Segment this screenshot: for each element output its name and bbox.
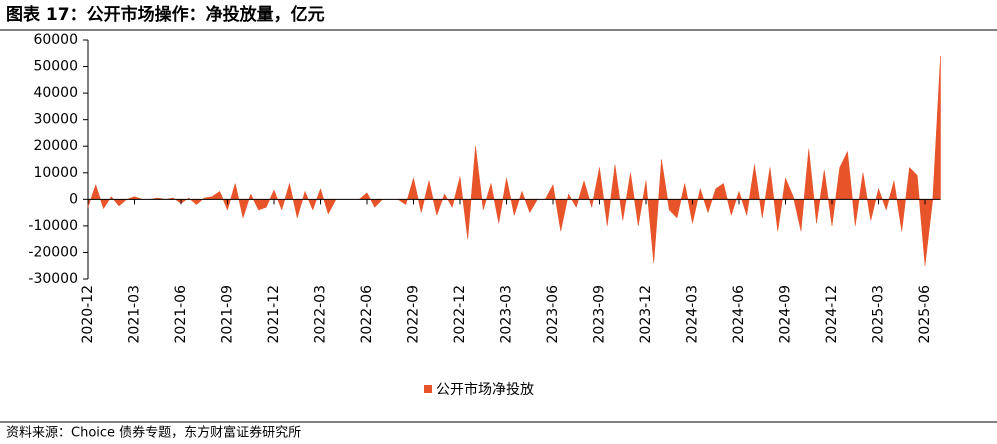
x-tick-label: 2020-12	[80, 285, 96, 344]
x-tick-label: 2024-12	[824, 285, 840, 344]
x-tick-label: 2022-03	[313, 285, 329, 344]
x-tick-label: 2023-06	[545, 285, 561, 344]
y-tick-label: -20000	[28, 244, 78, 260]
x-tick-label: 2025-06	[917, 285, 933, 344]
x-tick-label: 2021-09	[220, 285, 236, 344]
x-tick-label: 2024-03	[685, 285, 701, 344]
source-note: 资料来源：Choice 债券专题，东方财富证券研究所	[6, 425, 301, 441]
y-tick-label: -10000	[28, 218, 78, 234]
x-tick-label: 2021-06	[173, 285, 189, 344]
x-tick-label: 2021-12	[266, 285, 282, 344]
x-tick-label: 2021-03	[127, 285, 143, 344]
x-tick-label: 2023-03	[499, 285, 515, 344]
x-tick-label: 2025-03	[871, 285, 887, 344]
x-tick-label: 2024-06	[731, 285, 747, 344]
x-tick-label: 2024-09	[778, 285, 794, 344]
legend-label: 公开市场净投放	[436, 381, 534, 398]
y-tick-label: 60000	[33, 32, 78, 48]
y-tick-label: 40000	[33, 85, 78, 101]
chart-title: 图表 17：公开市场操作：净投放量，亿元	[6, 4, 325, 25]
legend-swatch	[424, 385, 432, 393]
y-tick-label: 0	[69, 191, 78, 207]
y-tick-label: 30000	[33, 112, 78, 128]
y-tick-label: -30000	[28, 271, 78, 287]
x-tick-label: 2022-12	[452, 285, 468, 344]
y-tick-label: 50000	[33, 59, 78, 75]
x-tick-label: 2023-12	[638, 285, 654, 344]
x-tick-label: 2022-06	[359, 285, 375, 344]
x-tick-label: 2023-09	[592, 285, 608, 344]
y-tick-label: 20000	[33, 138, 78, 154]
y-tick-label: 10000	[33, 165, 78, 181]
area	[87, 55, 941, 266]
x-tick-label: 2022-09	[406, 285, 422, 344]
